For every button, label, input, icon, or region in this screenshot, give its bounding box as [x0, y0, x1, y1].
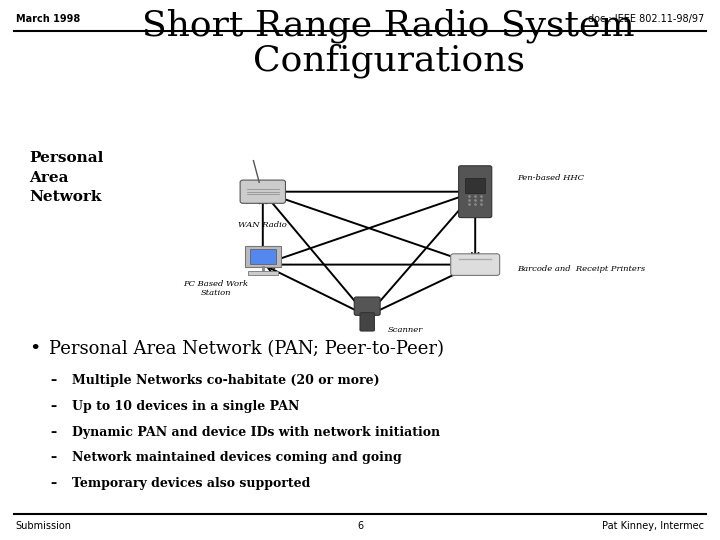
Text: Personal Area Network (PAN; Peer-to-Peer): Personal Area Network (PAN; Peer-to-Peer… [49, 340, 444, 358]
FancyBboxPatch shape [248, 271, 278, 275]
Text: Barcode and  Receipt Printers: Barcode and Receipt Printers [517, 265, 645, 273]
FancyBboxPatch shape [465, 178, 485, 193]
FancyBboxPatch shape [354, 297, 380, 315]
Text: Scanner: Scanner [387, 326, 423, 334]
FancyBboxPatch shape [451, 254, 500, 275]
Text: Pat Kinney, Intermec: Pat Kinney, Intermec [602, 521, 704, 531]
FancyBboxPatch shape [240, 180, 285, 203]
Text: Network maintained devices coming and going: Network maintained devices coming and go… [72, 451, 402, 464]
Text: –: – [50, 451, 57, 464]
Text: doc.: IEEE 802.11-98/97: doc.: IEEE 802.11-98/97 [588, 14, 704, 24]
Text: –: – [50, 374, 57, 387]
Text: Pen-based HHC: Pen-based HHC [517, 174, 584, 182]
Text: Temporary devices also supported: Temporary devices also supported [72, 477, 310, 490]
Text: Up to 10 devices in a single PAN: Up to 10 devices in a single PAN [72, 400, 300, 413]
Text: March 1998: March 1998 [16, 14, 80, 24]
FancyBboxPatch shape [360, 313, 374, 331]
FancyBboxPatch shape [245, 246, 281, 267]
Text: Multiple Networks co-habitate (20 or more): Multiple Networks co-habitate (20 or mor… [72, 374, 379, 387]
Text: Configurations: Configurations [253, 44, 525, 78]
Text: •: • [29, 340, 40, 358]
FancyBboxPatch shape [250, 249, 276, 264]
Text: Personal
Area
Network: Personal Area Network [29, 151, 103, 204]
Text: 6: 6 [357, 521, 363, 531]
Text: Submission: Submission [16, 521, 72, 531]
Text: –: – [50, 426, 57, 438]
Text: –: – [50, 477, 57, 490]
Text: PC Based Work
Station: PC Based Work Station [184, 280, 248, 297]
Text: Short Range Radio System: Short Range Radio System [143, 9, 635, 43]
Text: Dynamic PAN and device IDs with network initiation: Dynamic PAN and device IDs with network … [72, 426, 440, 438]
Text: –: – [50, 400, 57, 413]
FancyBboxPatch shape [459, 166, 492, 218]
Text: WAN Radio: WAN Radio [238, 221, 287, 229]
